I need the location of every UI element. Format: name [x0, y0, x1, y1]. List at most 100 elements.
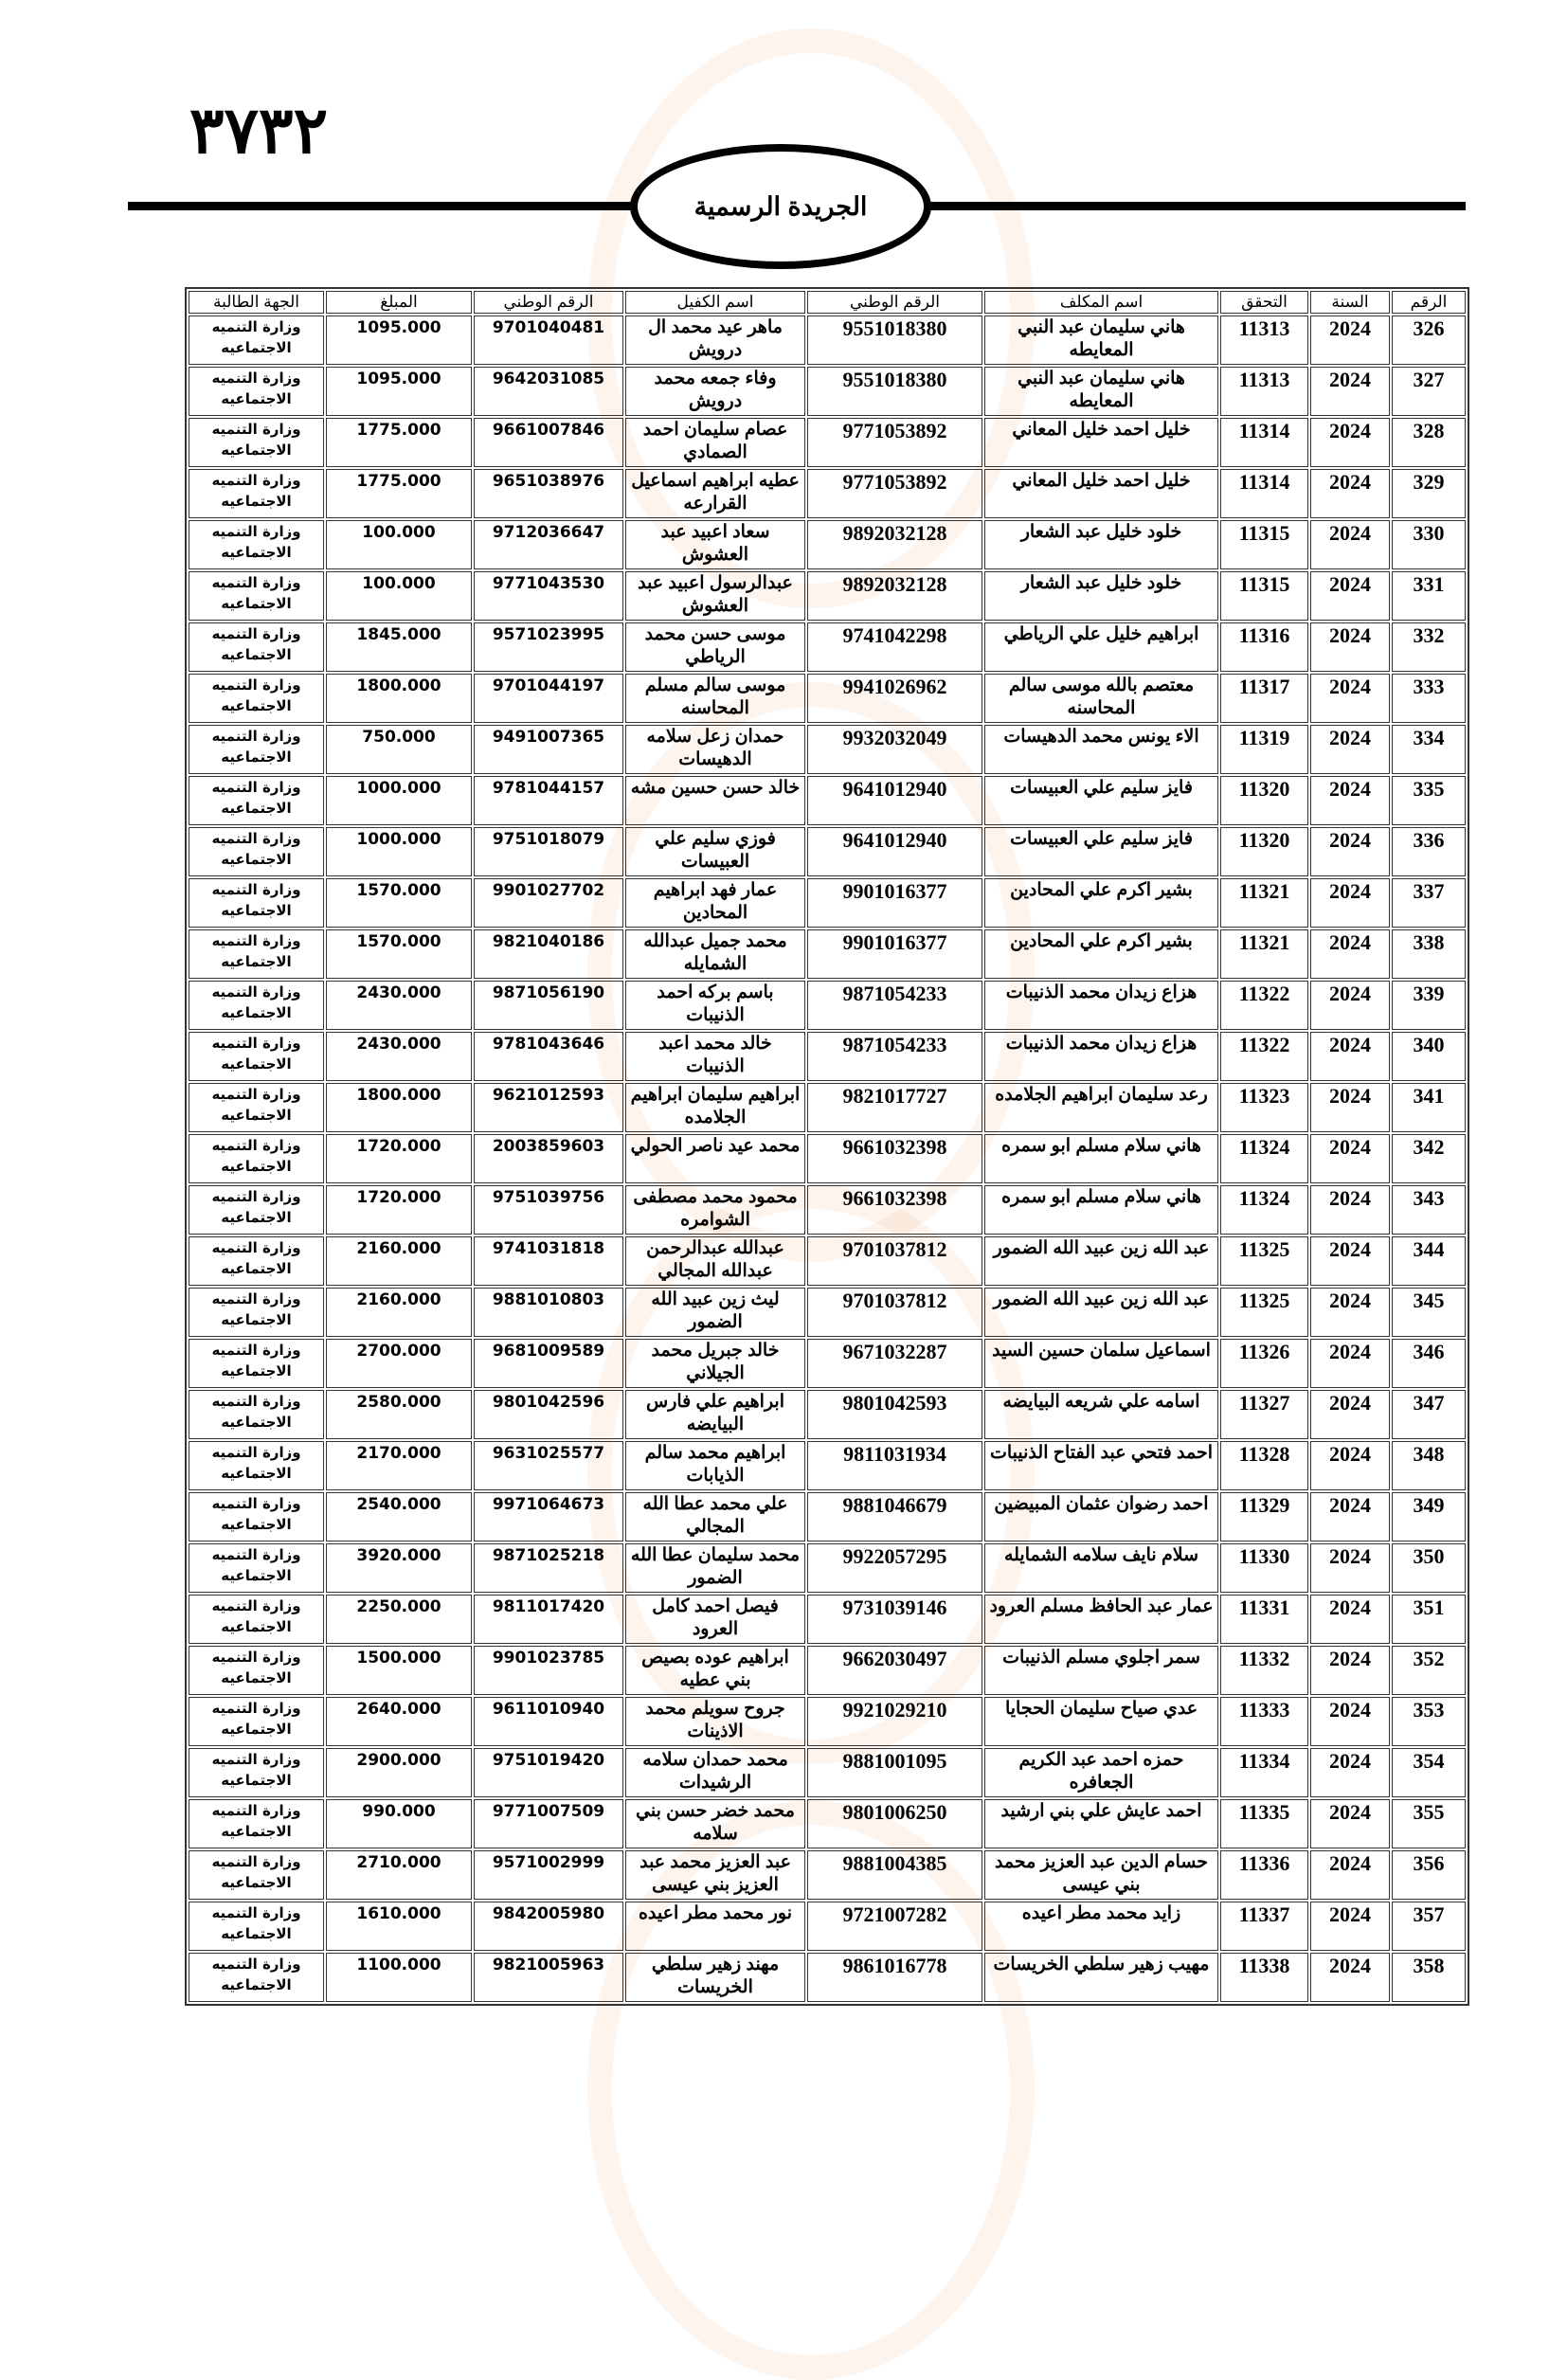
cell-no: 350 [1392, 1543, 1466, 1593]
cell-verify: 11329 [1220, 1492, 1308, 1542]
cell-name: هاني سليمان عبد النبي المعايطه [984, 367, 1218, 416]
cell-name: خلود خليل عبد الشعار [984, 571, 1218, 621]
cell-name: اسماعيل سلمان حسين السيد [984, 1339, 1218, 1388]
cell-verify: 11320 [1220, 827, 1308, 876]
cell-year: 2024 [1310, 1390, 1390, 1439]
cell-amount: 1720.000 [326, 1134, 472, 1183]
cell-nid: 9881001095 [807, 1748, 982, 1797]
cell-amount: 1610.000 [326, 1902, 472, 1951]
cell-sponsor-nid: 9751018079 [474, 827, 623, 876]
cell-requester: وزارة التنميه الاجتماعيه [189, 1799, 324, 1848]
cell-requester: وزارة التنميه الاجتماعيه [189, 674, 324, 723]
cell-amount: 100.000 [326, 520, 472, 569]
cell-verify: 11316 [1220, 622, 1308, 672]
cell-no: 346 [1392, 1339, 1466, 1388]
cell-no: 347 [1392, 1390, 1466, 1439]
cell-requester: وزارة التنميه الاجتماعيه [189, 469, 324, 518]
cell-requester: وزارة التنميه الاجتماعيه [189, 1902, 324, 1951]
cell-requester: وزارة التنميه الاجتماعيه [189, 1953, 324, 2002]
table-body: 326 2024 11313 هاني سليمان عبد النبي المعاي… [189, 316, 1466, 2002]
cell-name: هزاع زيدان محمد الذنيبات [984, 981, 1218, 1030]
cell-requester: وزارة التنميه الاجتماعيه [189, 1441, 324, 1490]
cell-verify: 11321 [1220, 878, 1308, 928]
cell-amount: 1000.000 [326, 827, 472, 876]
cell-sponsor: محمد عيد ناصر الحولي [625, 1134, 805, 1183]
cell-requester: وزارة التنميه الاجتماعيه [189, 1492, 324, 1542]
header-requester: الجهة الطالبة [189, 291, 324, 314]
cell-amount: 1570.000 [326, 878, 472, 928]
cell-sponsor-nid: 9881010803 [474, 1288, 623, 1337]
table-row: 336 2024 11320 فايز سليم علي العبيسات 964101… [189, 827, 1466, 876]
cell-name: سمر اجلوي مسلم الذنيبات [984, 1646, 1218, 1695]
cell-sponsor: موسى حسن محمد الرياطي [625, 622, 805, 672]
cell-amount: 2250.000 [326, 1595, 472, 1644]
cell-no: 358 [1392, 1953, 1466, 2002]
cell-sponsor-nid: 9751019420 [474, 1748, 623, 1797]
cell-sponsor-nid: 9631025577 [474, 1441, 623, 1490]
cell-amount: 1100.000 [326, 1953, 472, 2002]
cell-verify: 11330 [1220, 1543, 1308, 1593]
cell-sponsor: محمود محمد مصطفى الشوامره [625, 1185, 805, 1235]
cell-nid: 9801006250 [807, 1799, 982, 1848]
cell-name: بشير اكرم علي المحادين [984, 929, 1218, 979]
cell-sponsor: محمد سليمان عطا الله الضمور [625, 1543, 805, 1593]
cell-amount: 2160.000 [326, 1236, 472, 1286]
cell-amount: 750.000 [326, 725, 472, 774]
cell-name: معتصم بالله موسى سالم المحاسنه [984, 674, 1218, 723]
cell-requester: وزارة التنميه الاجتماعيه [189, 367, 324, 416]
cell-name: عدي صياح سليمان الحجايا [984, 1697, 1218, 1746]
cell-amount: 100.000 [326, 571, 472, 621]
cell-verify: 11336 [1220, 1850, 1308, 1900]
cell-name: خليل احمد خليل المعاني [984, 469, 1218, 518]
cell-no: 330 [1392, 520, 1466, 569]
cell-sponsor: ماهر عيد محمد ال درويش [625, 316, 805, 365]
cell-sponsor: ابراهيم سليمان ابراهيم الجلامده [625, 1083, 805, 1132]
cell-year: 2024 [1310, 1850, 1390, 1900]
cell-name: عمار عبد الحافظ مسلم العرود [984, 1595, 1218, 1644]
cell-year: 2024 [1310, 674, 1390, 723]
cell-amount: 1095.000 [326, 316, 472, 365]
cell-name: رعد سليمان ابراهيم الجلامده [984, 1083, 1218, 1132]
cell-name: فايز سليم علي العبيسات [984, 776, 1218, 825]
cell-amount: 990.000 [326, 1799, 472, 1848]
cell-name: احمد عايش علي بني ارشيد [984, 1799, 1218, 1848]
cell-verify: 11324 [1220, 1134, 1308, 1183]
cell-sponsor: محمد جميل عبدالله الشمايله [625, 929, 805, 979]
header-verify: التحقق [1220, 291, 1308, 314]
table-row: 337 2024 11321 بشير اكرم علي المحادين 990101… [189, 878, 1466, 928]
cell-requester: وزارة التنميه الاجتماعيه [189, 1134, 324, 1183]
cell-verify: 11317 [1220, 674, 1308, 723]
table-row: 339 2024 11322 هزاع زيدان محمد الذنيبات 9871… [189, 981, 1466, 1030]
table-row: 331 2024 11315 خلود خليل عبد الشعار 98920321… [189, 571, 1466, 621]
cell-nid: 9671032287 [807, 1339, 982, 1388]
table-row: 347 2024 11327 اسامه علي شريعه البيايضه 9801… [189, 1390, 1466, 1439]
cell-name: هاني سليمان عبد النبي المعايطه [984, 316, 1218, 365]
cell-nid: 9881004385 [807, 1850, 982, 1900]
cell-verify: 11313 [1220, 316, 1308, 365]
cell-amount: 2700.000 [326, 1339, 472, 1388]
cell-name: هاني سلام مسلم ابو سمره [984, 1134, 1218, 1183]
cell-nid: 9771053892 [807, 418, 982, 467]
cell-requester: وزارة التنميه الاجتماعيه [189, 1032, 324, 1081]
cell-sponsor-nid: 9801042596 [474, 1390, 623, 1439]
table-row: 333 2024 11317 معتصم بالله موسى سالم المحاس… [189, 674, 1466, 723]
cell-sponsor-nid: 9842005980 [474, 1902, 623, 1951]
cell-sponsor-nid: 9741031818 [474, 1236, 623, 1286]
cell-no: 326 [1392, 316, 1466, 365]
cell-name: الاء يونس محمد الدهيسات [984, 725, 1218, 774]
cell-verify: 11328 [1220, 1441, 1308, 1490]
cell-name: سلام نايف سلامه الشمايله [984, 1543, 1218, 1593]
cell-name: هاني سلام مسلم ابو سمره [984, 1185, 1218, 1235]
cell-nid: 9721007282 [807, 1902, 982, 1951]
table-row: 343 2024 11324 هاني سلام مسلم ابو سمره 96610… [189, 1185, 1466, 1235]
cell-nid: 9771053892 [807, 469, 982, 518]
cell-verify: 11324 [1220, 1185, 1308, 1235]
cell-amount: 2430.000 [326, 981, 472, 1030]
cell-year: 2024 [1310, 469, 1390, 518]
cell-nid: 9801042593 [807, 1390, 982, 1439]
cell-year: 2024 [1310, 981, 1390, 1030]
gazette-title: الجريدة الرسمية [693, 191, 868, 221]
cell-name: خليل احمد خليل المعاني [984, 418, 1218, 467]
cell-sponsor: علي محمد عطا الله المجالي [625, 1492, 805, 1542]
cell-amount: 1095.000 [326, 367, 472, 416]
